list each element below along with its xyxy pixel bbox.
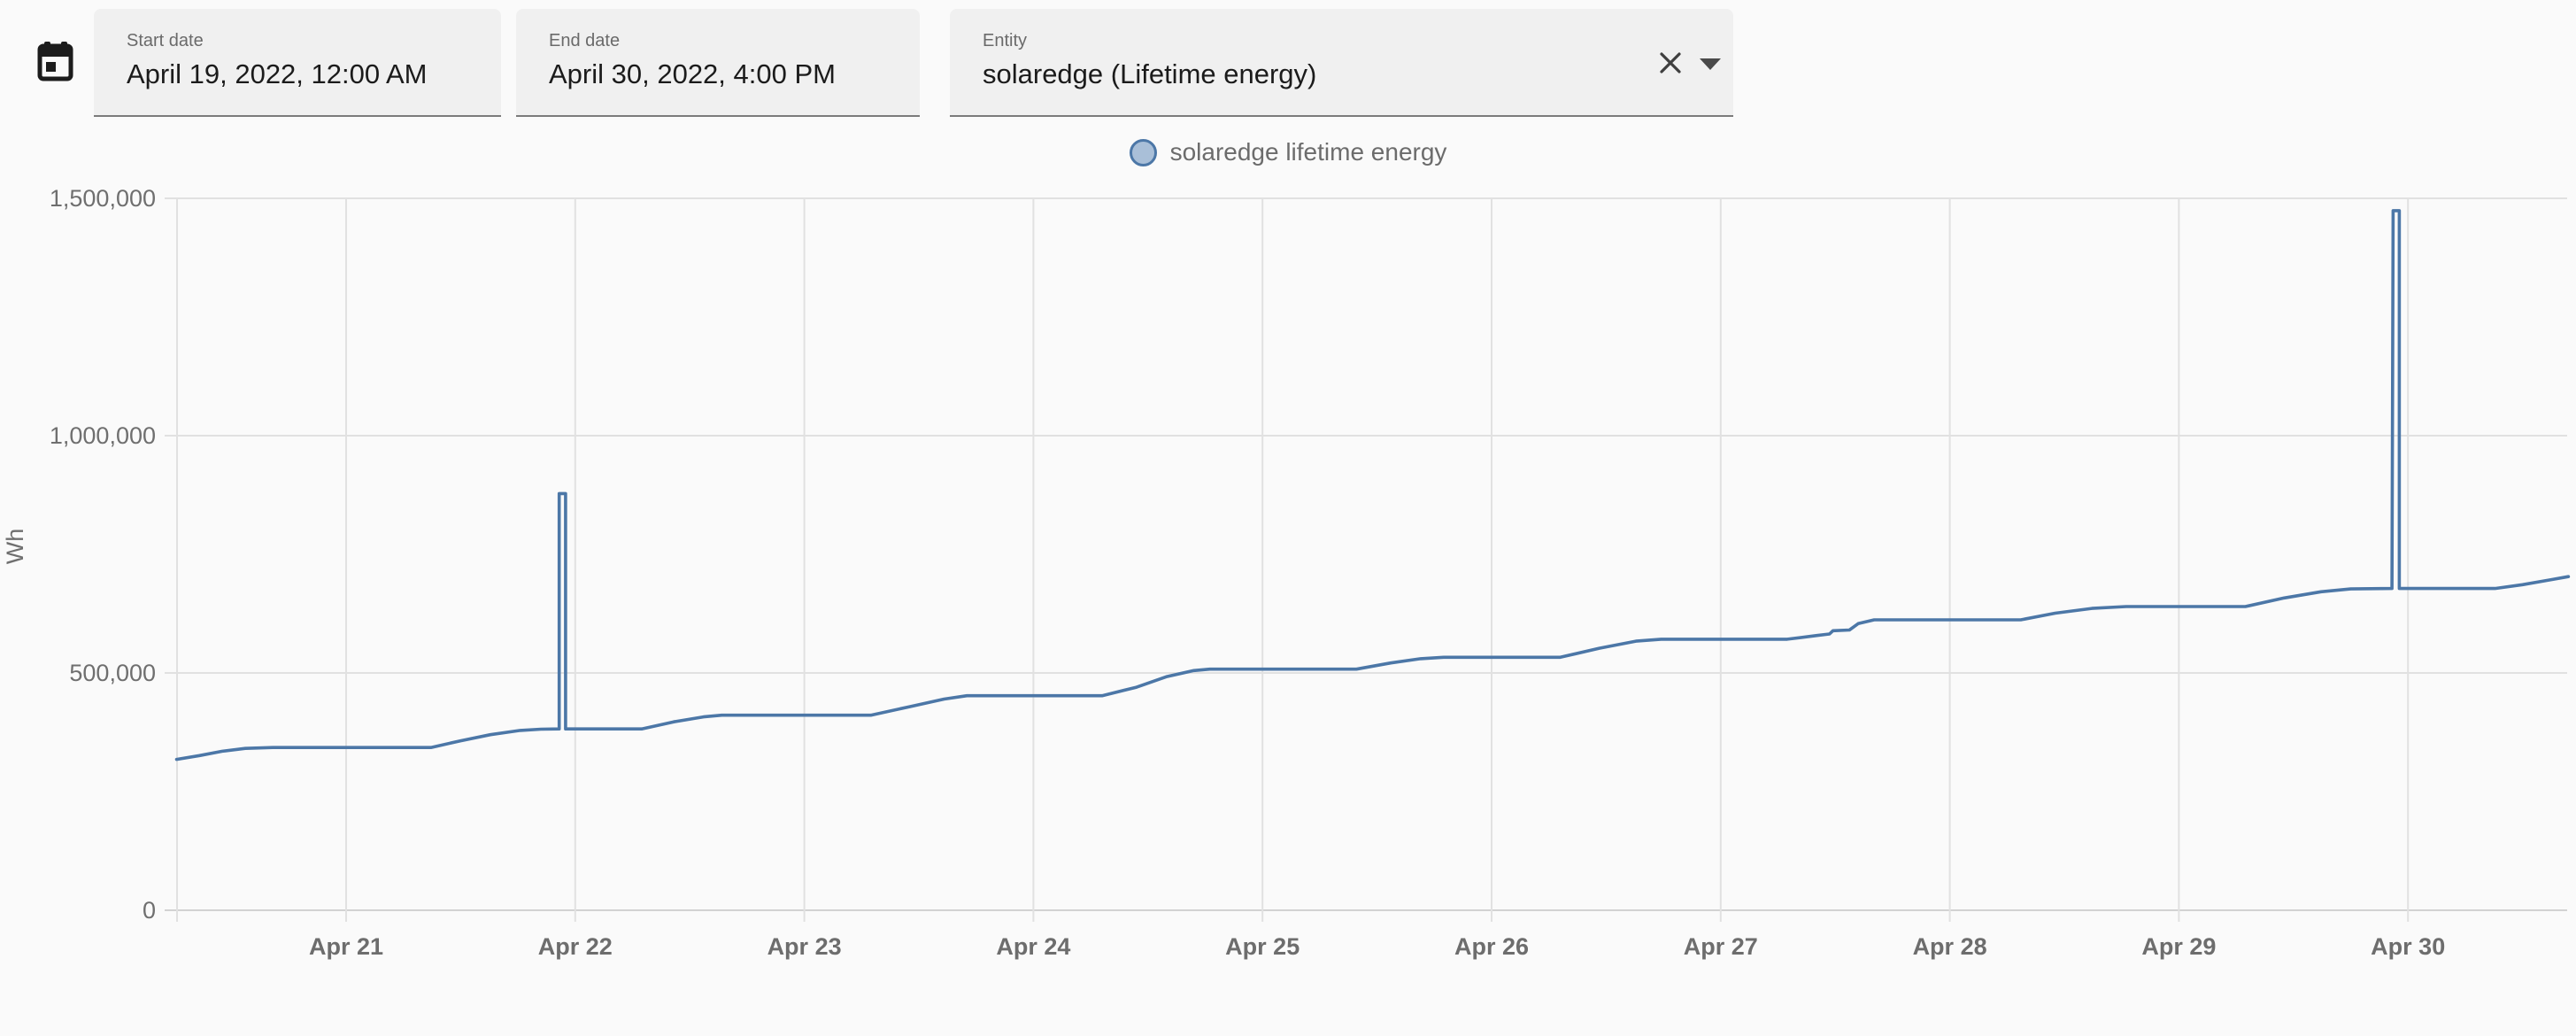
x-tick-label: Apr 29 bbox=[2141, 933, 2216, 960]
caret-down-icon[interactable] bbox=[1700, 58, 1721, 70]
x-tick-label: Apr 26 bbox=[1454, 933, 1529, 960]
x-tick-label: Apr 30 bbox=[2371, 933, 2445, 960]
x-tick-label: Apr 28 bbox=[1913, 933, 1987, 960]
x-tick-label: Apr 27 bbox=[1684, 933, 1758, 960]
start-date-field[interactable]: Start date April 19, 2022, 12:00 AM bbox=[94, 9, 501, 117]
x-tick-label: Apr 24 bbox=[996, 933, 1070, 960]
legend[interactable]: solaredge lifetime energy bbox=[0, 133, 2576, 172]
entity-label: Entity bbox=[983, 31, 1028, 50]
entity-value: solaredge (Lifetime energy) bbox=[983, 58, 1317, 89]
x-tick-label: Apr 22 bbox=[538, 933, 613, 960]
end-date-label: End date bbox=[549, 31, 621, 50]
series-line bbox=[174, 209, 2571, 762]
toolbar: Start date April 19, 2022, 12:00 AM End … bbox=[0, 0, 2576, 124]
y-axis-unit-label: Wh bbox=[2, 529, 28, 565]
start-date-value: April 19, 2022, 12:00 AM bbox=[127, 58, 428, 89]
close-x-icon[interactable] bbox=[1657, 50, 1684, 76]
x-tick-label: Apr 23 bbox=[767, 933, 842, 960]
y-tick-label: 1,500,000 bbox=[50, 185, 156, 212]
end-date-field[interactable]: End date April 30, 2022, 4:00 PM bbox=[516, 9, 920, 117]
x-tick-label: Apr 25 bbox=[1225, 933, 1300, 960]
y-tick-label: 1,000,000 bbox=[50, 422, 156, 449]
legend-marker-circle bbox=[1129, 138, 1157, 166]
calendar-icon[interactable] bbox=[37, 42, 73, 81]
start-date-label: Start date bbox=[127, 31, 204, 50]
x-tick-label: Apr 21 bbox=[309, 933, 383, 960]
legend-label: solaredge lifetime energy bbox=[1169, 138, 1447, 166]
y-tick-label: 500,000 bbox=[69, 660, 156, 686]
entity-picker-field[interactable]: Entity solaredge (Lifetime energy) bbox=[950, 9, 1733, 117]
y-tick-label: 0 bbox=[143, 897, 156, 924]
end-date-value: April 30, 2022, 4:00 PM bbox=[549, 58, 836, 89]
